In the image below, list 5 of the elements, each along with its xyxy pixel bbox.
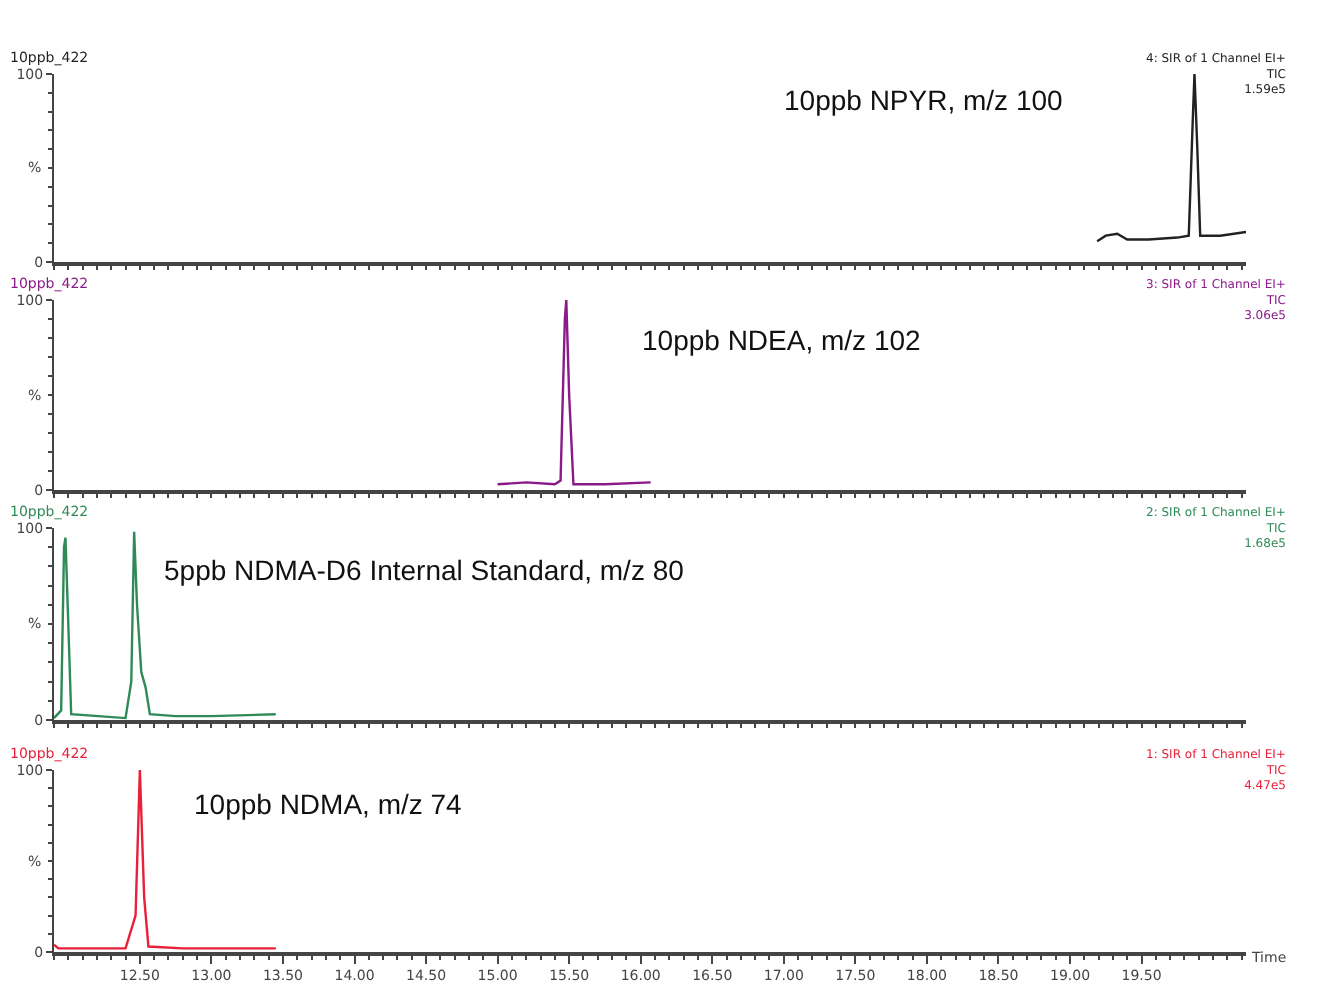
annotation: 10ppb NDEA, m/z 102 — [642, 324, 922, 356]
annotation: 5ppb NDMA-D6 Internal Standard, m/z 80 — [164, 554, 685, 586]
line-series — [1095, 74, 1246, 243]
annotation: 10ppb NPYR, m/z 100 — [784, 84, 1064, 116]
annotation: 10ppb NDMA, m/z 74 — [194, 788, 463, 820]
